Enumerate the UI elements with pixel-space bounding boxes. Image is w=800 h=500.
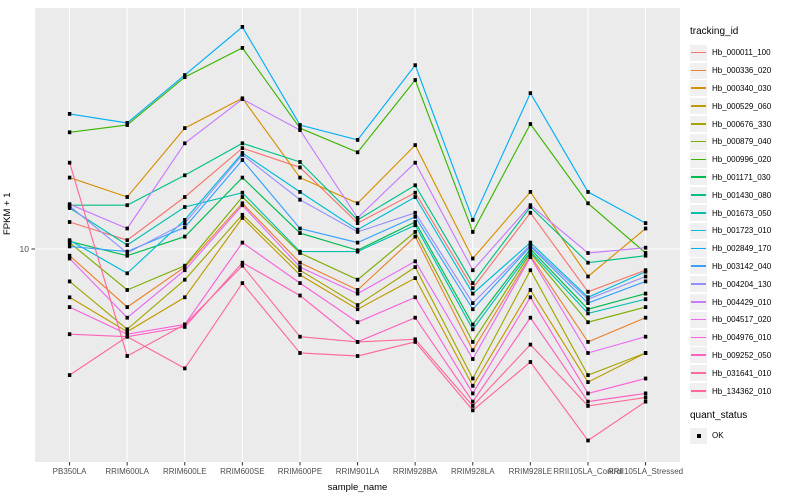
x-tick-label: RRIM600PE: [278, 467, 322, 476]
x-tick-label: RRII105LA_Stressed: [608, 467, 683, 476]
legend-item-Hb_001723_010: Hb_001723_010: [690, 222, 800, 240]
legend-item-label: Hb_000011_100: [712, 48, 771, 58]
legend-item-Hb_000676_330: Hb_000676_330: [690, 115, 800, 133]
legend-color-swatch: [690, 169, 707, 186]
legend-color-swatch: [690, 240, 707, 257]
legend-color-swatch: [690, 347, 707, 364]
legend-item-Hb_003142_040: Hb_003142_040: [690, 258, 800, 276]
quant-ok-label: OK: [712, 431, 724, 441]
legend-color-swatch: [690, 116, 707, 133]
legend-color-swatch: [690, 311, 707, 328]
series-points-Hb_004429_010: [67, 97, 648, 273]
legend-items: Hb_000011_100 Hb_000336_020 Hb_000340_030 H…: [690, 44, 800, 400]
legend-item-Hb_000996_020: Hb_000996_020: [690, 151, 800, 169]
legend-item-label: Hb_001430_080: [712, 190, 772, 200]
x-tick-label: RRIM600SE: [220, 467, 264, 476]
series-points-Hb_000676_330: [67, 212, 648, 381]
legend-color-swatch: [690, 62, 707, 79]
axes: 10 PB350LA RRIM600LA RRIM600LE RRIM600SE RRIM…: [20, 244, 684, 476]
x-tick-label: PB350LA: [53, 467, 87, 476]
x-tick-label: RRII105LA_Control: [553, 467, 623, 476]
legend-item-Hb_004204_130: Hb_004204_130: [690, 275, 800, 293]
legend-item-Hb_031641_010: Hb_031641_010: [690, 364, 800, 382]
legend-color-swatch: [690, 133, 707, 150]
square-point-icon: [690, 427, 707, 444]
legend-item-label: Hb_001673_050: [712, 208, 772, 218]
legend-item-Hb_134362_010: Hb_134362_010: [690, 382, 800, 400]
legend-item-Hb_000529_060: Hb_000529_060: [690, 97, 800, 115]
legend-item-Hb_001171_030: Hb_001171_030: [690, 169, 800, 187]
legend-color-swatch: [690, 365, 707, 382]
legend-item-label: Hb_031641_010: [712, 368, 772, 378]
legend-item-Hb_004976_010: Hb_004976_010: [690, 329, 800, 347]
legend-title-tracking-id: tracking_id: [690, 26, 739, 37]
legend-item-label: Hb_009252_050: [712, 350, 772, 360]
legend-item-label: Hb_003142_040: [712, 261, 772, 271]
legend: tracking_id Hb_000011_100 Hb_000336_020 Hb…: [690, 26, 800, 445]
legend-item-Hb_000336_020: Hb_000336_020: [690, 62, 800, 80]
legend-color-swatch: [690, 44, 707, 61]
x-tick-label: RRIM600LA: [105, 467, 149, 476]
series-points-Hb_031641_010: [67, 160, 648, 408]
x-axis-title: sample_name: [327, 482, 388, 493]
legend-item-label: Hb_004204_130: [712, 279, 772, 289]
legend-item-label: Hb_004517_020: [712, 315, 772, 325]
legend-color-swatch: [690, 383, 707, 400]
legend-color-swatch: [690, 187, 707, 204]
x-tick-label: RRIM928LA: [451, 467, 495, 476]
legend-item-Hb_001430_080: Hb_001430_080: [690, 186, 800, 204]
x-tick-label: RRIM928BA: [393, 467, 438, 476]
legend-item-Hb_000879_040: Hb_000879_040: [690, 133, 800, 151]
legend-item-label: Hb_004429_010: [712, 297, 772, 307]
legend-item-label: Hb_002849_170: [712, 244, 772, 254]
y-tick-label: 10: [20, 244, 30, 254]
legend-title-quant-status: quant_status: [690, 409, 748, 421]
legend-item-label: Hb_001171_030: [712, 172, 771, 182]
legend-color-swatch: [690, 276, 707, 293]
series-points-Hb_004517_020: [67, 203, 648, 361]
legend-color-swatch: [690, 258, 707, 275]
series-points-Hb_000996_020: [67, 46, 648, 255]
legend-item-label: Hb_000996_020: [712, 155, 772, 165]
legend-color-swatch: [690, 98, 707, 115]
x-tick-label: RRIM901LA: [336, 467, 380, 476]
legend-color-swatch: [690, 222, 707, 239]
legend-item-label: Hb_000340_030: [712, 83, 772, 93]
legend-color-swatch: [690, 294, 707, 311]
legend-item-Hb_009252_050: Hb_009252_050: [690, 347, 800, 365]
series-points: [67, 25, 648, 443]
legend-item-Hb_000011_100: Hb_000011_100: [690, 44, 800, 62]
legend-item-Hb_000340_030: Hb_000340_030: [690, 80, 800, 98]
legend-color-swatch: [690, 151, 707, 168]
x-tick-label: RRIM600LE: [163, 467, 207, 476]
legend-color-swatch: [690, 205, 707, 222]
x-tick-label: RRIM928LE: [509, 467, 553, 476]
legend-item-label: Hb_004976_010: [712, 333, 772, 343]
legend-item-Hb_004517_020: Hb_004517_020: [690, 311, 800, 329]
quant-ok-item: OK: [690, 427, 800, 445]
y-axis-title: FPKM + 1: [2, 192, 13, 236]
legend-item-label: Hb_001723_010: [712, 226, 772, 236]
legend-item-Hb_002849_170: Hb_002849_170: [690, 240, 800, 258]
legend-color-swatch: [690, 329, 707, 346]
legend-item-Hb_004429_010: Hb_004429_010: [690, 293, 800, 311]
legend-item-label: Hb_000529_060: [712, 101, 772, 111]
series-points-Hb_002849_170: [67, 25, 648, 225]
legend-item-label: Hb_134362_010: [712, 386, 772, 396]
series-points-Hb_134362_010: [67, 281, 648, 443]
legend-item-label: Hb_000676_330: [712, 119, 772, 129]
legend-item-label: Hb_000879_040: [712, 137, 772, 147]
legend-item-Hb_001673_050: Hb_001673_050: [690, 204, 800, 222]
legend-color-swatch: [690, 80, 707, 97]
legend-item-label: Hb_000336_020: [712, 66, 772, 76]
